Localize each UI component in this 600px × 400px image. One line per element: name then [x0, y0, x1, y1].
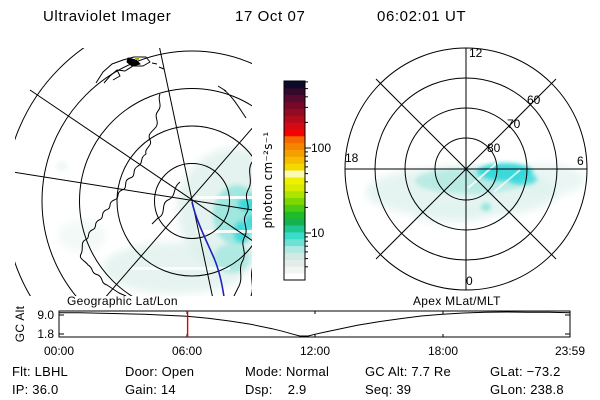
status-gain: Gain: 14 — [125, 382, 176, 397]
colorbar — [284, 81, 305, 281]
mlat-60-label: 60 — [527, 93, 541, 107]
aurora-patches-polar — [366, 161, 585, 224]
xtick-0600: 06:00 — [171, 344, 203, 358]
aurora-patches-map — [56, 148, 252, 294]
mlt-0-label: 0 — [466, 274, 473, 288]
status-gcalt: GC Alt: 7.7 Re — [365, 364, 451, 379]
gc-alt-plot — [58, 310, 571, 338]
gc-alt-axis-ticks — [59, 311, 570, 337]
status-ip: IP: 36.0 — [12, 382, 59, 397]
app-title: Ultraviolet Imager — [43, 8, 172, 25]
gc-alt-ylabel: GC Alt — [13, 305, 27, 343]
xtick-1800: 18:00 — [427, 344, 459, 358]
colorbar-unit-label: photon cm⁻²s⁻¹ — [261, 131, 275, 229]
orbit-track-line — [191, 201, 225, 296]
gc-alt-ytick-18: 1.8 — [37, 327, 54, 341]
xtick-2359: 23:59 — [554, 344, 586, 358]
gc-alt-ytick-9: 9.0 — [37, 308, 54, 322]
station-marker — [135, 57, 139, 60]
mlat-80-label: 80 — [487, 141, 501, 155]
map-grid — [15, 48, 252, 296]
mlat-70-label: 70 — [507, 117, 521, 131]
status-dsp: Dsp: 2.9 — [245, 382, 307, 397]
coastline — [79, 56, 252, 296]
polar-grid — [344, 47, 588, 291]
xtick-1200: 12:00 — [299, 344, 331, 358]
xtick-0000: 00:00 — [43, 344, 75, 358]
apex-polar-plot — [344, 47, 588, 291]
status-glon: GLon: 238.8 — [490, 382, 564, 397]
time-label: 06:02:01 UT — [377, 8, 467, 25]
mlt-18-label: 18 — [345, 151, 359, 165]
geographic-map — [15, 48, 252, 296]
colorbar-tick-100: 100 — [311, 141, 332, 155]
right-plot-caption: Apex MLat/MLT — [413, 294, 501, 308]
status-door: Door: Open — [125, 364, 195, 379]
status-seq: Seq: 39 — [365, 382, 412, 397]
date-label: 17 Oct 07 — [235, 8, 306, 25]
mlt-12-label: 12 — [469, 46, 483, 60]
status-mode: Mode: Normal — [245, 364, 330, 379]
status-glat: GLat: −73.2 — [490, 364, 561, 379]
left-map-caption: Geographic Lat/Lon — [67, 294, 178, 308]
colorbar-frame — [283, 80, 306, 281]
gc-alt-curve — [58, 311, 571, 337]
colorbar-tick-10: 10 — [311, 226, 325, 240]
colorbar-ticks — [305, 81, 311, 268]
status-flt: Flt: LBHL — [12, 364, 68, 379]
mlt-6-label: 6 — [577, 154, 584, 168]
